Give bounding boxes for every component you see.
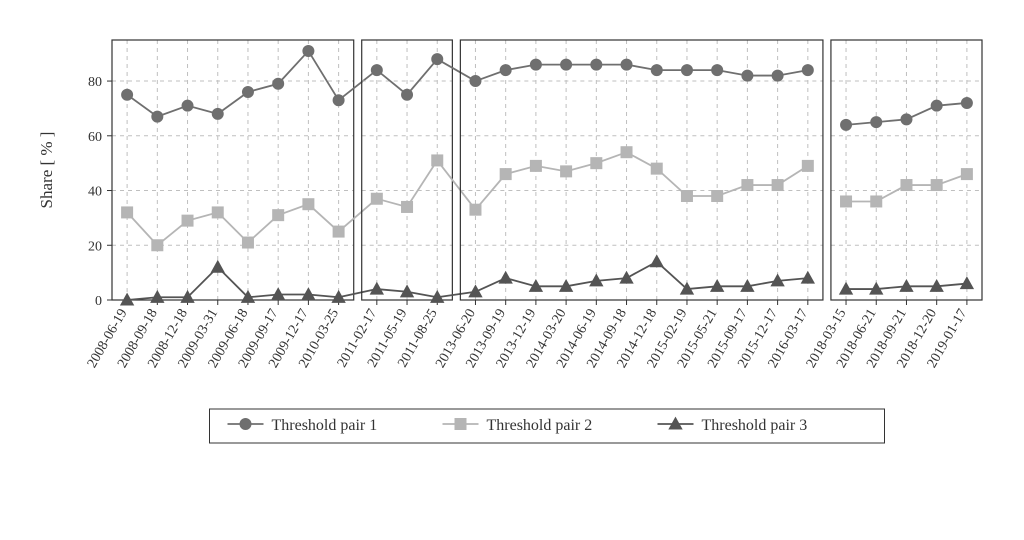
marker-circle: [242, 87, 253, 98]
marker-circle: [901, 114, 912, 125]
marker-square: [621, 147, 632, 158]
marker-square: [303, 199, 314, 210]
marker-circle: [470, 76, 481, 87]
marker-triangle: [499, 272, 512, 283]
marker-circle: [273, 78, 284, 89]
marker-circle: [931, 100, 942, 111]
marker-square: [712, 191, 723, 202]
marker-circle: [802, 65, 813, 76]
y-tick-label: 20: [88, 239, 102, 254]
y-tick-label: 60: [88, 130, 102, 145]
marker-circle: [961, 97, 972, 108]
y-axis-label: Share [ % ]: [37, 132, 56, 209]
marker-square: [681, 191, 692, 202]
marker-square: [651, 163, 662, 174]
marker-square: [182, 215, 193, 226]
marker-triangle: [620, 272, 633, 283]
marker-square: [500, 169, 511, 180]
marker-square: [470, 204, 481, 215]
share-threshold-chart: 020406080Share [ % ]2008-06-192008-09-18…: [22, 20, 1002, 520]
legend-label: Threshold pair 1: [272, 417, 378, 434]
series-connector: [339, 70, 377, 100]
series-line: [127, 204, 339, 245]
marker-circle: [182, 100, 193, 111]
marker-circle: [841, 119, 852, 130]
marker-circle: [212, 108, 223, 119]
marker-square: [530, 160, 541, 171]
marker-square: [561, 166, 572, 177]
marker-circle: [402, 89, 413, 100]
marker-circle: [371, 65, 382, 76]
y-tick-label: 0: [95, 294, 102, 309]
series-line: [475, 262, 807, 292]
marker-circle: [122, 89, 133, 100]
legend: Threshold pair 1 Threshold pair 2 Threshol…: [210, 409, 885, 443]
series-line: [377, 160, 437, 207]
marker-square: [871, 196, 882, 207]
marker-circle: [742, 70, 753, 81]
marker-triangle: [469, 285, 482, 296]
marker-square: [212, 207, 223, 218]
marker-square: [742, 180, 753, 191]
marker-circle: [500, 65, 511, 76]
marker-square: [931, 180, 942, 191]
marker-circle: [621, 59, 632, 70]
marker-circle: [303, 45, 314, 56]
marker-triangle: [961, 277, 974, 288]
series-line: [475, 152, 807, 209]
marker-square: [152, 240, 163, 251]
marker-triangle: [650, 255, 663, 266]
y-tick-label: 40: [88, 185, 102, 200]
marker-circle: [681, 65, 692, 76]
marker-square: [591, 158, 602, 169]
marker-circle: [871, 117, 882, 128]
marker-square: [122, 207, 133, 218]
y-tick-label: 80: [88, 75, 102, 90]
marker-circle: [152, 111, 163, 122]
marker-square: [402, 201, 413, 212]
legend-label: Threshold pair 3: [702, 417, 808, 434]
marker-square: [455, 419, 466, 430]
marker-square: [961, 169, 972, 180]
marker-square: [371, 193, 382, 204]
marker-circle: [561, 59, 572, 70]
marker-square: [841, 196, 852, 207]
marker-square: [901, 180, 912, 191]
marker-triangle: [801, 272, 814, 283]
series-connector: [437, 160, 475, 209]
marker-circle: [591, 59, 602, 70]
marker-circle: [772, 70, 783, 81]
marker-square: [772, 180, 783, 191]
marker-circle: [651, 65, 662, 76]
marker-circle: [530, 59, 541, 70]
marker-circle: [240, 419, 251, 430]
legend-label: Threshold pair 2: [487, 417, 593, 434]
marker-circle: [712, 65, 723, 76]
series-line: [127, 51, 339, 117]
chart-container: 020406080Share [ % ]2008-06-192008-09-18…: [22, 20, 1002, 520]
series-connector: [437, 59, 475, 81]
series-line: [475, 65, 807, 81]
marker-triangle: [370, 283, 383, 294]
marker-square: [242, 237, 253, 248]
marker-square: [802, 160, 813, 171]
marker-square: [273, 210, 284, 221]
marker-triangle: [211, 261, 224, 272]
